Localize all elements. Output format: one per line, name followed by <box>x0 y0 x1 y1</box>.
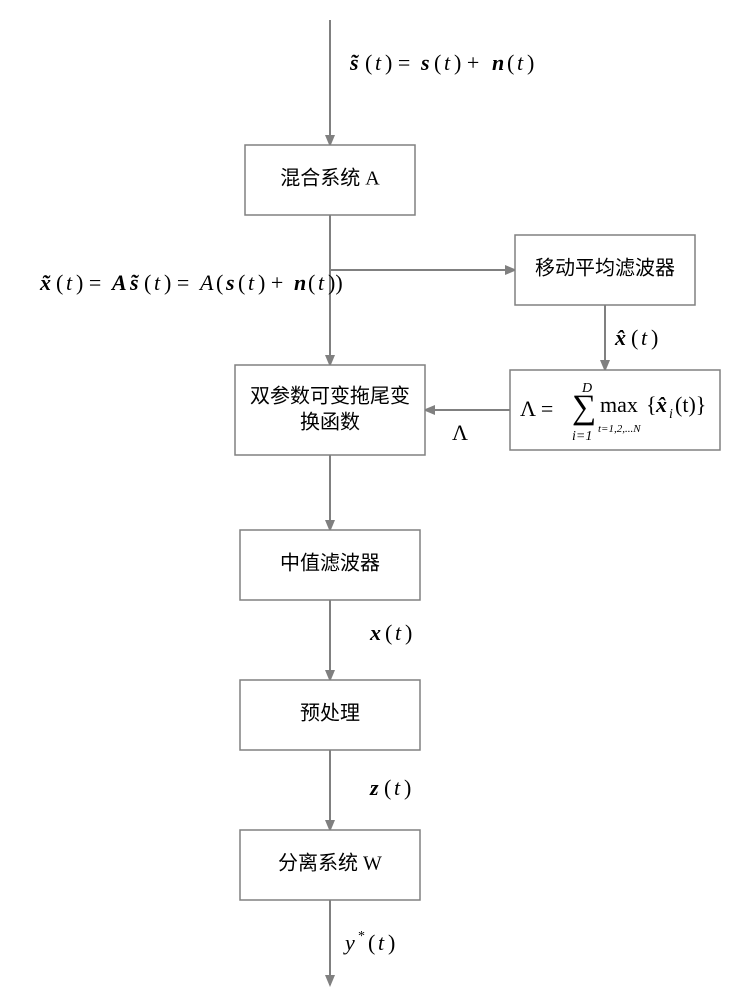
svg-text:): ) <box>404 775 411 800</box>
svg-text:t: t <box>375 50 382 75</box>
svg-text:t: t <box>395 620 402 645</box>
svg-text:y: y <box>343 930 355 955</box>
svg-text:t: t <box>248 270 255 295</box>
svg-text:t: t <box>318 270 325 295</box>
pre-label: 预处理 <box>300 702 360 725</box>
svg-text:) =: ) = <box>164 270 189 295</box>
svg-text:t: t <box>444 50 451 75</box>
svg-text:s: s <box>420 50 430 75</box>
svg-text:x̃: x̃ <box>39 270 51 295</box>
svg-text:s̃: s̃ <box>349 50 359 75</box>
svg-text:(: ( <box>216 270 223 295</box>
svg-text:i=1: i=1 <box>572 429 592 444</box>
svg-text:) =: ) = <box>385 50 410 75</box>
svg-text:(: ( <box>507 50 514 75</box>
svg-text:(: ( <box>385 620 392 645</box>
label-x-hat: x̂(t) <box>614 325 658 350</box>
svg-text:(: ( <box>56 270 63 295</box>
svg-text:A: A <box>198 270 214 295</box>
svg-text:s̃: s̃ <box>129 270 139 295</box>
svg-text:(: ( <box>144 270 151 295</box>
svg-text:): ) <box>388 930 395 955</box>
svg-text:{: { <box>646 392 657 417</box>
svg-text:) +: ) + <box>258 270 283 295</box>
svg-text:t: t <box>517 50 524 75</box>
label-x-tilde: x̃(t) = As̃(t) = A(s(t) + n(t)) <box>39 270 343 295</box>
svg-text:(: ( <box>365 50 372 75</box>
label-s-tilde: s̃(t) = s(t) + n(t) <box>349 50 534 75</box>
svg-text:t: t <box>66 270 73 295</box>
svg-text:t: t <box>394 775 401 800</box>
svg-text:): ) <box>405 620 412 645</box>
svg-text:): ) <box>527 50 534 75</box>
svg-text:t: t <box>154 270 161 295</box>
sep-label: 分离系统 W <box>278 852 382 875</box>
svg-text:t: t <box>641 325 648 350</box>
svg-text:(: ( <box>368 930 375 955</box>
tail <box>235 365 425 455</box>
tail-label1: 双参数可变拖尾变 <box>250 385 410 408</box>
svg-text:n: n <box>294 270 306 295</box>
svg-text:i: i <box>669 407 673 422</box>
svg-text:) +: ) + <box>454 50 479 75</box>
svg-text:s: s <box>225 270 235 295</box>
svg-text:x̂: x̂ <box>614 325 626 350</box>
svg-text:n: n <box>492 50 504 75</box>
tail-label2: 换函数 <box>300 411 360 434</box>
svg-text:(: ( <box>434 50 441 75</box>
svg-text:A: A <box>110 270 127 295</box>
label-y-star: y*(t) <box>343 929 395 955</box>
svg-text:) =: ) = <box>76 270 101 295</box>
svg-text:(: ( <box>384 775 391 800</box>
svg-text:t=1,2,...N: t=1,2,...N <box>598 423 641 435</box>
svg-text:(t)}: (t)} <box>675 392 706 417</box>
svg-text:)): )) <box>328 270 343 295</box>
svg-text:t: t <box>378 930 385 955</box>
label-Lambda: Λ <box>452 420 468 445</box>
svg-text:): ) <box>651 325 658 350</box>
svg-text:*: * <box>358 929 365 944</box>
svg-text:x: x <box>369 620 381 645</box>
svg-text:Λ: Λ <box>452 420 468 445</box>
median-label: 中值滤波器 <box>280 552 380 575</box>
svg-text:z: z <box>369 775 379 800</box>
svg-text:(: ( <box>238 270 245 295</box>
svg-text:x̂: x̂ <box>655 392 667 417</box>
svg-text:(: ( <box>308 270 315 295</box>
svg-text:Λ =: Λ = <box>520 396 553 421</box>
svg-text:(: ( <box>631 325 638 350</box>
svg-text:max: max <box>600 392 638 417</box>
svg-text:D: D <box>581 381 592 396</box>
mix-label: 混合系统 A <box>280 167 380 190</box>
maf-label: 移动平均滤波器 <box>535 257 675 280</box>
label-x-t: x(t) <box>369 620 412 645</box>
label-z-t: z(t) <box>369 775 411 800</box>
